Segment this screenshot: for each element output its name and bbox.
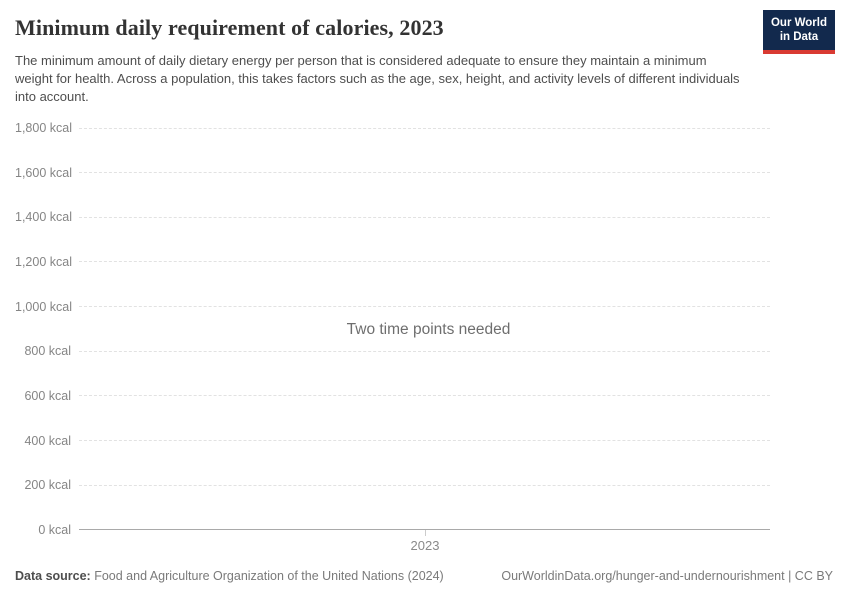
y-axis-tick-label: 0 kcal <box>38 522 71 537</box>
chart-subtitle: The minimum amount of daily dietary ener… <box>15 53 740 105</box>
gridline <box>79 216 770 218</box>
gridline-row: 400 kcal <box>15 433 770 449</box>
data-source-line: Data source: Food and Agriculture Organi… <box>15 569 444 583</box>
owid-url-license-link[interactable]: OurWorldinData.org/hunger-and-undernouri… <box>501 569 833 583</box>
y-axis-tick-label: 1,200 kcal <box>15 254 72 269</box>
chart-footer: Data source: Food and Agriculture Organi… <box>15 569 833 583</box>
gridline-row: 1,600 kcal <box>15 165 770 181</box>
gridline-row: 600 kcal <box>15 388 770 404</box>
gridline-row: 1,800 kcal <box>15 120 770 136</box>
gridline-row: 1,400 kcal <box>15 209 770 225</box>
gridline <box>79 306 770 308</box>
x-axis-baseline-row: 0 kcal <box>15 522 770 538</box>
y-axis-tick-label: 1,400 kcal <box>15 210 72 225</box>
x-axis-tick-label: 2023 <box>410 538 440 553</box>
y-axis-tick-label: 400 kcal <box>24 433 71 448</box>
gridline <box>79 350 770 352</box>
gridline-row: 200 kcal <box>15 477 770 493</box>
y-axis-tick-label: 1,600 kcal <box>15 165 72 180</box>
plot-area: 1,800 kcal 1,600 kcal 1,400 kcal 1,200 k… <box>15 120 770 538</box>
y-axis-tick-label: 800 kcal <box>24 344 71 359</box>
empty-chart-message: Two time points needed <box>346 321 511 338</box>
y-axis-tick-label: 600 kcal <box>24 388 71 403</box>
gridline-row: 1,000 kcal <box>15 299 770 315</box>
gridline <box>79 261 770 263</box>
data-source-label: Data source: <box>15 569 91 583</box>
gridline <box>79 127 770 129</box>
gridline-row: 1,200 kcal <box>15 254 770 270</box>
data-source-value: Food and Agriculture Organization of the… <box>90 569 444 583</box>
owid-logo-text-line2: in Data <box>779 31 819 44</box>
gridline <box>79 440 770 442</box>
owid-logo-text-line1: Our World <box>770 17 827 29</box>
gridline <box>79 484 770 486</box>
gridline <box>79 172 770 174</box>
chart-title: Minimum daily requirement of calories, 2… <box>15 15 444 40</box>
y-axis-tick-label: 200 kcal <box>24 478 71 493</box>
x-axis-tick-mark <box>425 530 426 536</box>
gridline <box>79 395 770 397</box>
x-axis-line <box>79 529 770 531</box>
owid-logo[interactable]: Our World in Data <box>762 10 835 54</box>
y-axis-tick-label: 1,800 kcal <box>15 121 72 135</box>
gridline-row: 800 kcal <box>15 343 770 359</box>
y-axis-tick-label: 1,000 kcal <box>15 299 72 314</box>
